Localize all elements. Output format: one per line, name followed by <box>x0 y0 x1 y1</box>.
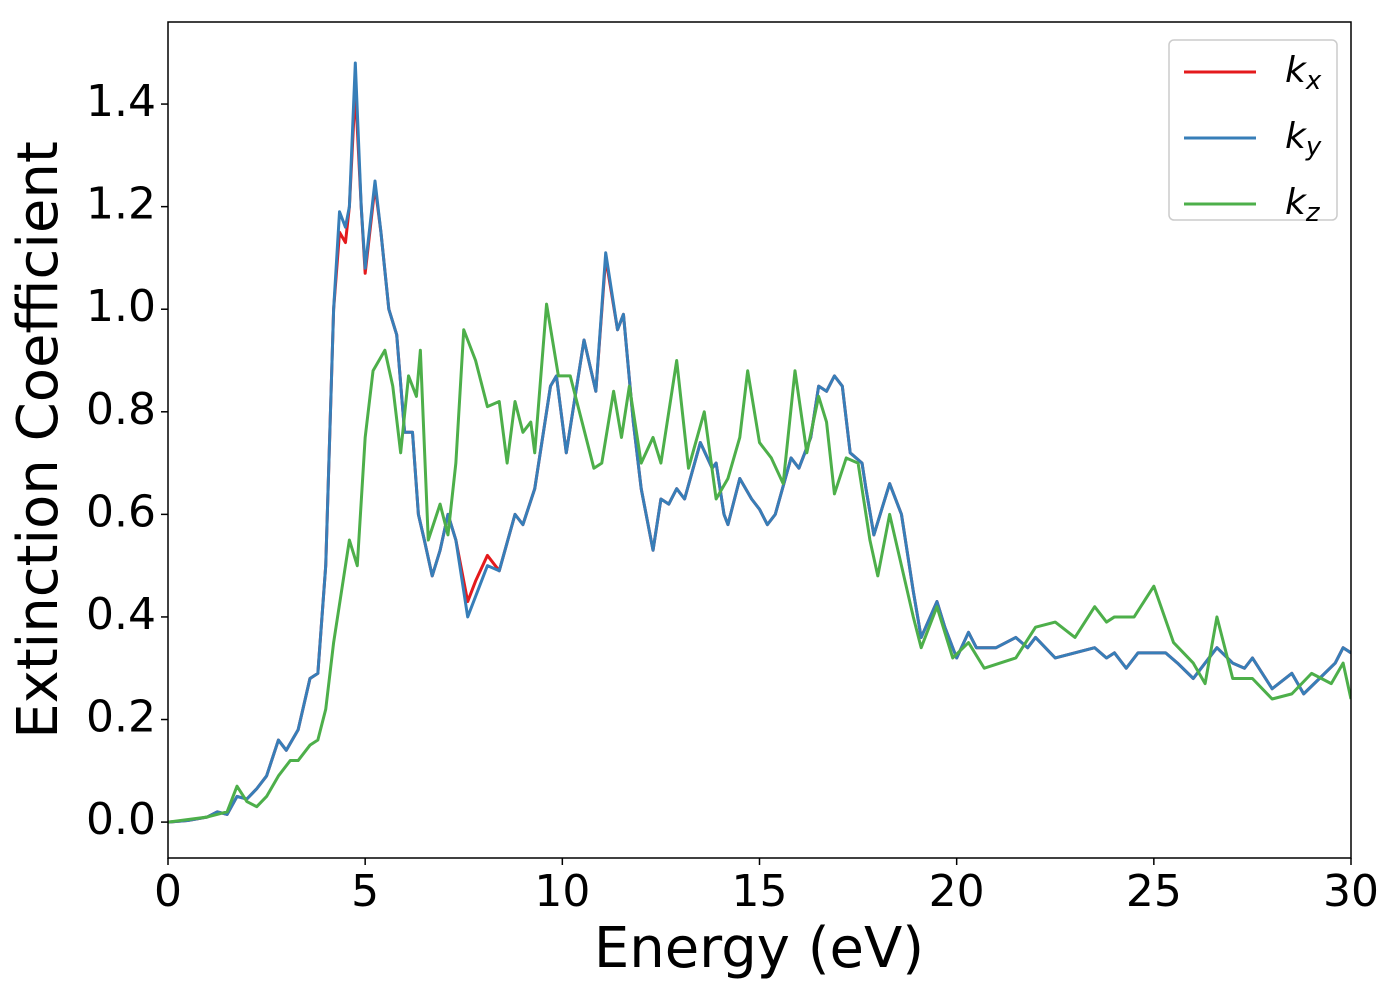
series-line <box>168 61 1351 824</box>
series-line <box>168 302 1351 824</box>
y-tick-label: 0.0 <box>86 794 156 845</box>
y-tick-label: 1.2 <box>86 179 156 230</box>
y-tick-label: 0.6 <box>86 486 156 537</box>
x-axis-label: Energy (eV) <box>594 916 924 981</box>
x-tick-label: 5 <box>351 866 379 917</box>
x-tick-label: 0 <box>154 866 182 917</box>
y-tick-label: 1.0 <box>86 281 156 332</box>
x-tick-label: 10 <box>534 866 590 917</box>
y-axis-label: Extinction Coefficient <box>6 141 71 739</box>
x-tick-label: 20 <box>929 866 985 917</box>
y-tick-label: 0.2 <box>86 692 156 743</box>
y-tick-label: 0.4 <box>86 589 156 640</box>
legend-box <box>1168 39 1338 221</box>
x-tick-label: 30 <box>1323 866 1379 917</box>
legend-label: ky <box>1285 116 1322 162</box>
legend-label: kz <box>1285 182 1321 228</box>
y-tick-label: 0.8 <box>86 384 156 435</box>
x-tick-label: 15 <box>732 866 788 917</box>
y-tick-label: 1.4 <box>86 76 156 127</box>
legend-label: kx <box>1285 50 1322 96</box>
plot-frame <box>167 21 1352 859</box>
x-tick-label: 25 <box>1126 866 1182 917</box>
